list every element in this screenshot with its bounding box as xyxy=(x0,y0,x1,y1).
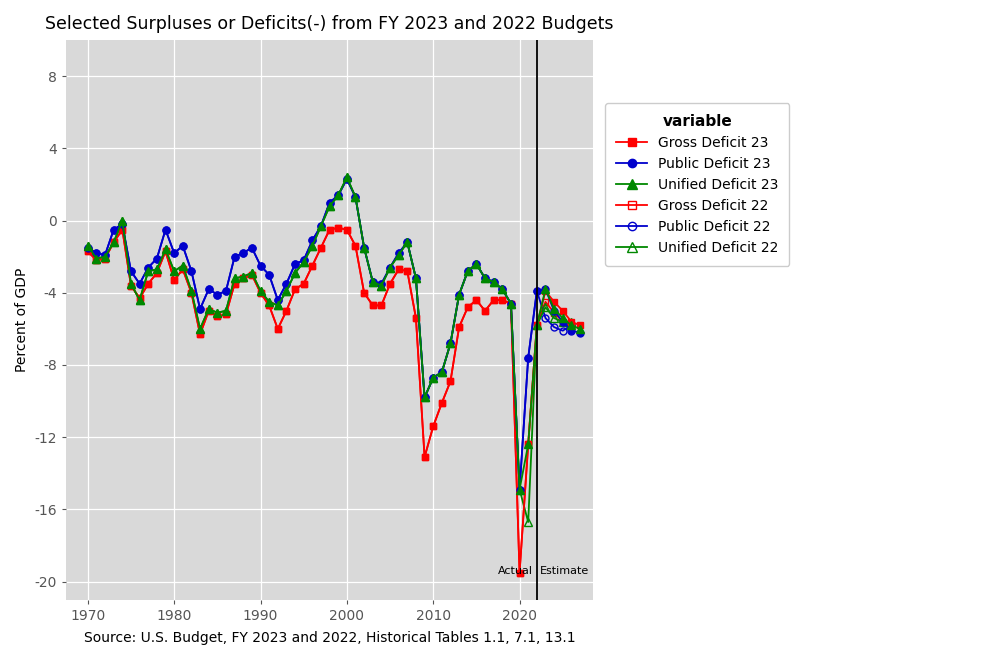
Text: Actual: Actual xyxy=(498,566,534,576)
Line: Gross Deficit 23: Gross Deficit 23 xyxy=(84,224,583,576)
Public Deficit 22 xyxy=(419,393,431,401)
Unified Deficit 22 xyxy=(341,174,352,182)
Gross Deficit 22 xyxy=(82,248,94,255)
Public Deficit 23 xyxy=(419,393,431,401)
Gross Deficit 22 xyxy=(514,569,526,577)
Gross Deficit 22 xyxy=(289,285,301,293)
Unified Deficit 22 xyxy=(523,518,535,526)
Unified Deficit 23 xyxy=(419,393,431,401)
Gross Deficit 22 xyxy=(108,238,120,246)
Public Deficit 23 xyxy=(574,329,586,337)
Unified Deficit 22 xyxy=(82,242,94,250)
Public Deficit 22 xyxy=(428,374,440,381)
Line: Gross Deficit 22: Gross Deficit 22 xyxy=(84,224,575,576)
X-axis label: Source: U.S. Budget, FY 2023 and 2022, Historical Tables 1.1, 7.1, 13.1: Source: U.S. Budget, FY 2023 and 2022, H… xyxy=(84,631,575,645)
Title: Selected Surpluses or Deficits(-) from FY 2023 and 2022 Budgets: Selected Surpluses or Deficits(-) from F… xyxy=(46,15,614,33)
Public Deficit 22 xyxy=(514,486,526,494)
Unified Deficit 23 xyxy=(453,290,465,298)
Unified Deficit 23 xyxy=(556,314,568,322)
Public Deficit 22 xyxy=(565,321,577,329)
Public Deficit 23 xyxy=(341,175,352,183)
Gross Deficit 23 xyxy=(574,321,586,329)
Public Deficit 23 xyxy=(453,290,465,298)
Gross Deficit 22 xyxy=(99,255,111,263)
Public Deficit 23 xyxy=(203,285,215,293)
Public Deficit 22 xyxy=(289,260,301,268)
Public Deficit 22 xyxy=(212,290,224,298)
Line: Public Deficit 23: Public Deficit 23 xyxy=(84,176,583,493)
Gross Deficit 22 xyxy=(419,453,431,461)
Gross Deficit 23 xyxy=(333,224,345,232)
Public Deficit 22 xyxy=(99,251,111,259)
Unified Deficit 23 xyxy=(505,300,517,308)
Unified Deficit 23 xyxy=(574,325,586,333)
Gross Deficit 23 xyxy=(203,307,215,315)
Public Deficit 22 xyxy=(341,175,352,183)
Unified Deficit 22 xyxy=(419,393,431,401)
Legend: Gross Deficit 23, Public Deficit 23, Unified Deficit 23, Gross Deficit 22, Publi: Gross Deficit 23, Public Deficit 23, Uni… xyxy=(605,103,789,266)
Gross Deficit 23 xyxy=(453,323,465,331)
Public Deficit 23 xyxy=(505,300,517,308)
Gross Deficit 23 xyxy=(82,248,94,255)
Gross Deficit 23 xyxy=(505,300,517,308)
Unified Deficit 22 xyxy=(565,317,577,325)
Line: Unified Deficit 23: Unified Deficit 23 xyxy=(83,173,584,494)
Public Deficit 22 xyxy=(108,226,120,234)
Gross Deficit 22 xyxy=(428,422,440,430)
Unified Deficit 23 xyxy=(203,305,215,313)
Unified Deficit 23 xyxy=(341,174,352,182)
Public Deficit 23 xyxy=(194,305,206,313)
Public Deficit 23 xyxy=(514,486,526,494)
Text: Estimate: Estimate xyxy=(541,566,589,576)
Unified Deficit 23 xyxy=(514,486,526,494)
Gross Deficit 23 xyxy=(419,453,431,461)
Gross Deficit 23 xyxy=(194,331,206,339)
Unified Deficit 22 xyxy=(99,253,111,261)
Y-axis label: Percent of GDP: Percent of GDP xyxy=(15,268,29,372)
Unified Deficit 22 xyxy=(428,374,440,381)
Line: Unified Deficit 22: Unified Deficit 22 xyxy=(83,173,575,526)
Unified Deficit 23 xyxy=(194,325,206,333)
Gross Deficit 22 xyxy=(565,321,577,329)
Line: Public Deficit 22: Public Deficit 22 xyxy=(84,176,575,493)
Unified Deficit 22 xyxy=(108,238,120,246)
Unified Deficit 22 xyxy=(289,269,301,277)
Public Deficit 22 xyxy=(82,244,94,251)
Gross Deficit 22 xyxy=(212,312,224,320)
Gross Deficit 23 xyxy=(514,569,526,577)
Gross Deficit 23 xyxy=(556,307,568,315)
Public Deficit 23 xyxy=(82,244,94,251)
Public Deficit 23 xyxy=(556,317,568,325)
Gross Deficit 22 xyxy=(333,224,345,232)
Unified Deficit 22 xyxy=(212,309,224,317)
Unified Deficit 23 xyxy=(82,242,94,250)
